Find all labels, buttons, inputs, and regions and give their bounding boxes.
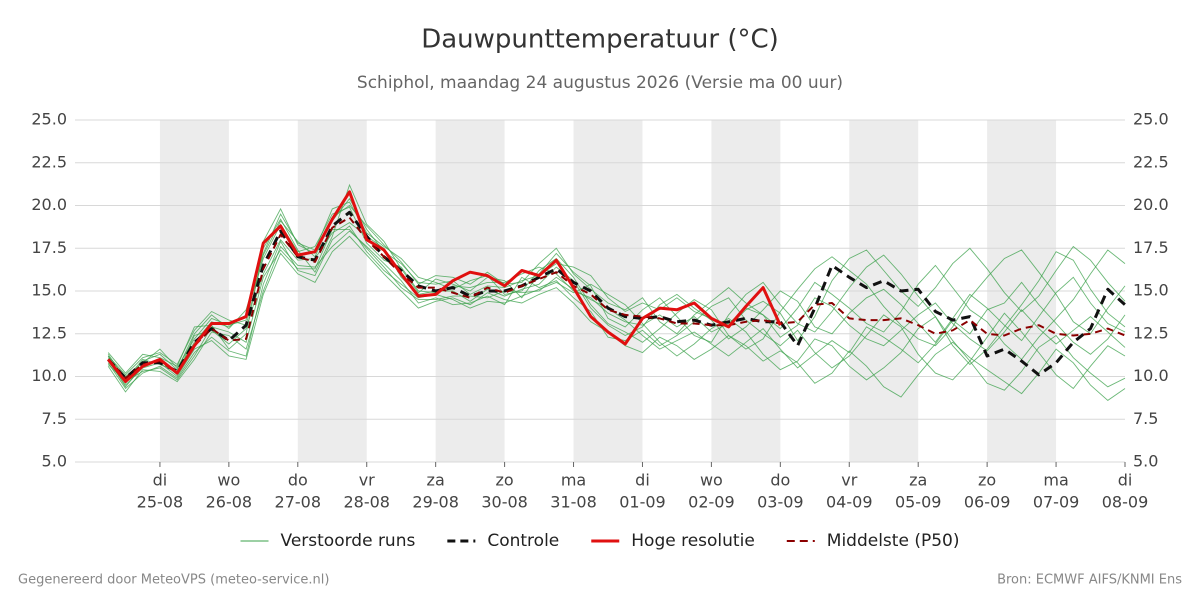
ensemble-line: [107, 222, 1126, 388]
x-tick-label: do: [288, 471, 308, 490]
y2-tick-label: 12.5: [1133, 323, 1169, 342]
y2-tick-label: 25.0: [1133, 110, 1169, 129]
x-tick-date: 08-09: [1102, 493, 1149, 512]
x-tick-date: 07-09: [1033, 493, 1080, 512]
y-tick-label: 7.5: [42, 409, 67, 428]
x-tick-date: 28-08: [343, 493, 390, 512]
x-tick-label: di: [153, 471, 168, 490]
y2-tick-label: 22.5: [1133, 152, 1169, 171]
y2-tick-label: 17.5: [1133, 238, 1169, 257]
x-tick-label: zo: [496, 471, 514, 490]
y-tick-label: 20.0: [31, 195, 67, 214]
ensemble-line: [107, 204, 1126, 376]
legend-label: Hoge resolutie: [631, 531, 755, 551]
x-tick-date: 27-08: [275, 493, 322, 512]
y2-tick-label: 10.0: [1133, 366, 1169, 385]
chart-subtitle: Schiphol, maandag 24 augustus 2026 (Vers…: [357, 73, 843, 93]
x-tick-label: do: [770, 471, 790, 490]
x-tick-date: 01-09: [619, 493, 666, 512]
x-tick-date: 25-08: [137, 493, 184, 512]
x-tick-date: 06-09: [964, 493, 1011, 512]
x-tick-label: wo: [217, 471, 240, 490]
y-tick-label: 15.0: [31, 281, 67, 300]
x-tick-date: 29-08: [412, 493, 459, 512]
x-tick-date: 31-08: [550, 493, 597, 512]
legend: Verstoorde runs Controle Hoge resolutie Mid…: [240, 531, 960, 551]
x-tick-label: ma: [561, 471, 586, 490]
legend-label: Middelste (P50): [827, 531, 960, 551]
y2-tick-label: 7.5: [1133, 409, 1158, 428]
y2-tick-label: 5.0: [1133, 452, 1158, 471]
legend-label: Controle: [487, 531, 559, 551]
ensemble-line: [107, 183, 1126, 374]
x-tick-date: 30-08: [481, 493, 528, 512]
x-tick-date: 03-09: [757, 493, 804, 512]
y-tick-label: 25.0: [31, 110, 67, 129]
x-tick-label: di: [635, 471, 650, 490]
series-line: [107, 216, 1126, 380]
footer-left: Gegenereerd door MeteoVPS (meteo-service…: [18, 573, 329, 588]
x-tick-label: vr: [841, 471, 857, 490]
y-tick-label: 17.5: [31, 238, 67, 257]
x-tick-label: za: [909, 471, 927, 490]
y-tick-label: 5.0: [42, 452, 67, 471]
ensemble-line: [107, 197, 1126, 378]
y2-tick-label: 20.0: [1133, 195, 1169, 214]
ensemble-line: [107, 225, 1126, 391]
x-tick-date: 04-09: [826, 493, 873, 512]
x-tick-label: za: [427, 471, 445, 490]
series-line: [107, 190, 782, 384]
chart-title: Dauwpunttemperatuur (°C): [421, 25, 779, 55]
x-tick-date: 26-08: [206, 493, 253, 512]
x-tick-label: wo: [700, 471, 723, 490]
y-tick-label: 22.5: [31, 152, 67, 171]
ensemble-line: [107, 228, 1126, 383]
x-tick-date: 02-09: [688, 493, 735, 512]
x-tick-label: vr: [359, 471, 375, 490]
x-tick-label: zo: [978, 471, 996, 490]
y-tick-label: 12.5: [31, 323, 67, 342]
x-tick-label: ma: [1043, 471, 1068, 490]
x-tick-label: di: [1118, 471, 1133, 490]
y2-tick-label: 15.0: [1133, 281, 1169, 300]
y-tick-label: 10.0: [31, 366, 67, 385]
footer-right: Bron: ECMWF AIFS/KNMI Ens: [997, 573, 1182, 588]
legend-label: Verstoorde runs: [281, 531, 416, 551]
x-tick-date: 05-09: [895, 493, 942, 512]
